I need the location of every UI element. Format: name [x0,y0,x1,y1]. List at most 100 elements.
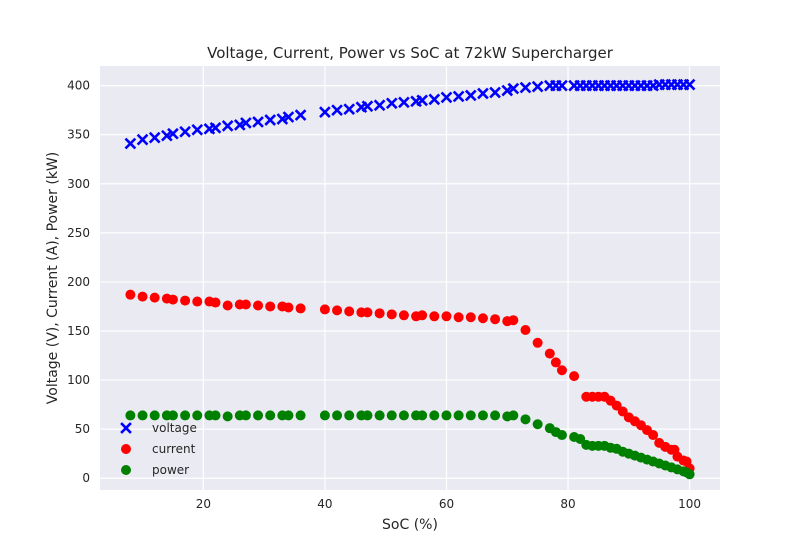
power-point [532,419,543,430]
power-point [520,414,531,425]
current-point [453,312,464,323]
current-point [550,357,561,368]
current-point [319,304,330,315]
power-point [265,410,276,421]
current-point [222,300,233,311]
power-point [210,410,221,421]
voltage-point [209,121,222,134]
voltage-point [373,99,386,112]
voltage-point [398,96,410,109]
voltage-point [489,86,501,99]
power-point [283,410,294,421]
y-tick-label: 50 [75,422,90,436]
x-tick-label: 100 [678,497,701,511]
voltage-point [519,81,532,94]
tick-labels: 20 40 60 80 100 0 50 100 150 200 250 300 350 400 [67,79,701,511]
current-point [556,365,567,376]
voltage-point [124,137,137,150]
current-point [490,314,501,325]
voltage-point [416,94,428,107]
series-voltage [124,78,696,150]
voltage-point [264,114,277,126]
current-point [532,337,543,348]
current-point [520,325,531,336]
power-point [192,410,203,421]
voltage-point [343,103,356,116]
current-point [465,312,476,323]
power-point [253,410,264,421]
current-point [149,292,160,303]
current-point [240,299,251,310]
current-point [125,289,136,300]
power-point [125,410,136,421]
power-point [362,410,373,421]
current-point [295,303,306,314]
voltage-point [440,91,453,104]
x-tick-label: 40 [317,497,332,511]
voltage-point [361,100,374,113]
power-point [429,410,440,421]
voltage-point [319,106,331,118]
power-point [344,410,355,421]
current-point [386,309,397,320]
current-point [374,308,385,319]
voltage-point [148,131,161,144]
current-point [137,291,148,302]
voltage-point [221,120,234,132]
legend-label-voltage: voltage [152,421,197,435]
series-current [125,289,695,474]
y-tick-label: 0 [82,471,90,485]
power-point [332,410,343,421]
voltage-point [282,111,295,123]
current-point [253,300,264,311]
current-point [417,310,428,321]
voltage-point [331,104,343,117]
voltage-point [683,78,696,91]
voltage-point [136,133,149,146]
current-point [569,371,580,382]
power-point [295,410,306,421]
voltage-point [452,90,465,103]
voltage-point [507,82,520,95]
y-tick-label: 250 [67,226,90,240]
voltage-point [191,123,204,136]
voltage-point [167,127,179,140]
y-tick-label: 350 [67,128,90,142]
current-point [167,294,178,305]
legend-marker-current [121,444,131,454]
legend-marker-voltage [120,422,132,434]
power-point [149,410,160,421]
current-point [398,310,409,321]
power-point [374,410,385,421]
power-point [240,410,251,421]
power-point [417,410,428,421]
power-point [556,430,567,441]
current-point [192,296,203,307]
legend: voltage current power [120,421,197,477]
voltage-point [240,117,252,129]
current-point [265,301,276,312]
power-point [222,411,233,422]
y-axis-label: Voltage (V), Current (A), Power (kW) [45,152,61,404]
power-point [441,410,452,421]
current-point [362,307,373,318]
series-layer [124,78,696,480]
power-point [398,410,409,421]
y-tick-label: 100 [67,373,90,387]
power-point [386,410,397,421]
power-point [508,410,519,421]
y-tick-label: 300 [67,177,90,191]
current-point [477,313,488,324]
voltage-point [428,93,441,106]
chart-title: Voltage, Current, Power vs SoC at 72kW S… [207,44,614,62]
power-point [319,410,330,421]
voltage-point [464,89,477,102]
power-point [490,410,501,421]
x-tick-label: 60 [439,497,454,511]
legend-label-current: current [152,442,196,456]
current-point [648,430,659,441]
legend-label-power: power [152,463,189,477]
grid [100,66,720,490]
x-tick-label: 20 [196,497,211,511]
